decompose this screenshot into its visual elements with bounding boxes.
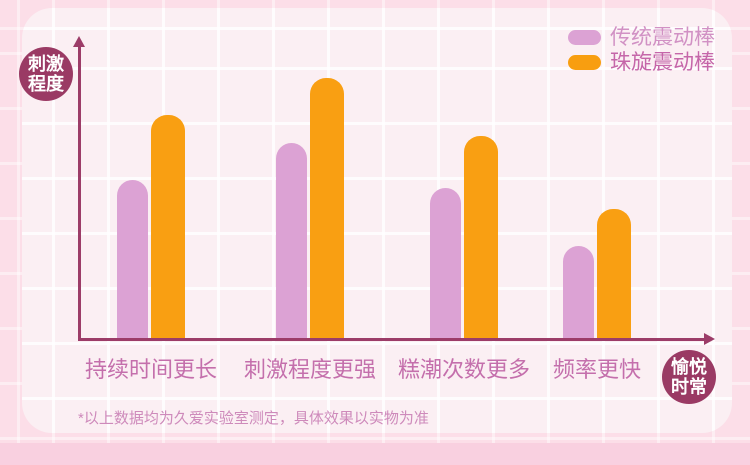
y-axis-arrowhead-icon [73,36,85,47]
x-axis-line [78,338,706,341]
bar-group [563,209,631,340]
x-axis-label-line1: 愉悦 [671,357,707,377]
y-axis-label-bubble: 刺激 程度 [19,47,73,101]
bar-series0-cat1 [276,143,307,340]
y-axis-label-line1: 刺激 [28,54,64,74]
category-label: 刺激程度更强 [243,357,376,382]
x-axis-label-bubble: 愉悦 时常 [662,350,716,404]
legend-label: 珠旋震动棒 [610,51,715,74]
legend: 传统震动棒 珠旋震动棒 [568,27,715,73]
x-axis-label-line2: 时常 [671,377,707,397]
bar-series1-cat3 [597,209,631,340]
category-label: 糕潮次数更多 [397,357,530,382]
legend-item-bead-rotation: 珠旋震动棒 [568,52,715,73]
bar-group [117,115,185,340]
y-axis-label-line2: 程度 [28,74,64,94]
bar-group [276,78,344,340]
category-label: 持续时间更长 [84,357,217,382]
bar-group [430,136,498,340]
legend-item-traditional: 传统震动棒 [568,27,715,48]
x-axis-arrowhead-icon [704,333,715,345]
bar-series1-cat1 [310,78,344,340]
y-axis-line [78,46,81,341]
footnote-disclaimer: *以上数据均为久爱实验室测定，具体效果以实物为准 [78,410,429,427]
bottom-accent-strip [0,443,750,465]
bar-series1-cat2 [464,136,498,340]
legend-label: 传统震动棒 [610,26,715,49]
bar-series0-cat0 [117,180,148,340]
legend-swatch-pink [568,30,601,45]
legend-swatch-orange [568,55,601,70]
bar-series0-cat3 [563,246,594,340]
bar-series0-cat2 [430,188,461,340]
category-label: 频率更快 [552,357,641,382]
bar-series1-cat0 [151,115,185,340]
